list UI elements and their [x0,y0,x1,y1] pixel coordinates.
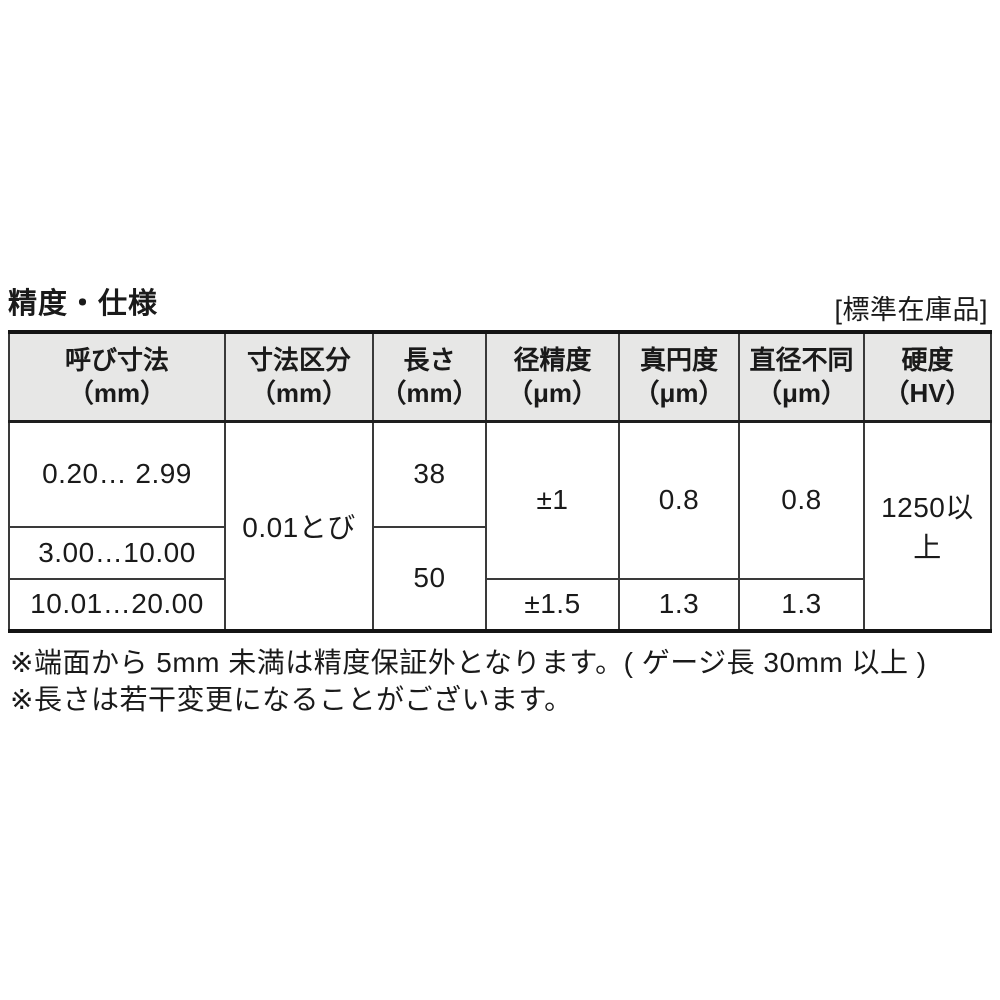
cell-diameter-variation-1: 0.8 [738,420,865,580]
header-row: 呼び寸法 （mm） 寸法区分 （mm） 長さ （mm） 径精度 （μm） 真円度 [8,331,992,423]
col-header-title: 寸法区分 [246,344,351,375]
col-header-title: 真円度 [639,344,718,375]
col-header-title: 径精度 [513,344,592,375]
col-header-title: 呼び寸法 [64,344,169,375]
col-header-diameter-accuracy: 径精度 （μm） [485,331,620,423]
col-header-roundness: 真円度 （μm） [618,331,740,423]
col-header-hardness: 硬度 （HV） [863,331,992,423]
table-row: 10.01…20.00 ±1.5 1.3 1.3 [8,577,991,632]
cell-nominal-size-3: 10.01…20.00 [8,577,226,632]
table-row: 0.20… 2.99 0.01とび 38 ±1 0.8 0.8 1250以上 [8,420,992,632]
col-header-title: 直径不同 [749,344,854,375]
spec-table: 呼び寸法 （mm） 寸法区分 （mm） 長さ （mm） 径精度 （μm） 真円度 [8,330,992,633]
col-header-unit: （mm） [67,378,167,408]
page-title: 精度・仕様 [8,288,159,320]
cell-hardness: 1250以上 [863,420,992,632]
cell-diameter-variation-2: 1.3 [738,577,865,632]
cell-roundness-2: 1.3 [618,577,740,632]
col-header-unit: （mm） [249,378,349,408]
col-header-unit: （μm） [755,378,848,408]
footnote-accuracy-guarantee: ※端面から 5mm 未満は精度保証外となります。( ゲージ長 30mm 以上 ) [10,647,927,678]
col-header-title: 硬度 [901,344,954,375]
cell-diameter-accuracy-2: ±1.5 [485,577,620,632]
col-header-length: 長さ （mm） [372,331,487,423]
cell-roundness-1: 0.8 [618,420,740,580]
footnote-length-change: ※長さは若干変更になることがございます。 [10,684,573,715]
col-header-unit: （HV） [883,378,972,408]
col-header-unit: （mm） [380,378,479,408]
col-header-unit: （μm） [506,378,599,408]
cell-length-50: 50 [372,525,487,632]
cell-nominal-size-1: 0.20… 2.99 [8,420,226,528]
cell-nominal-size-2: 3.00…10.00 [8,525,226,580]
col-header-nominal-size: 呼び寸法 （mm） [8,331,226,423]
col-header-unit: （μm） [633,378,725,408]
cell-size-increment: 0.01とび [224,420,374,632]
stock-status-label: [標準在庫品] [834,295,988,325]
col-header-diameter-variation: 直径不同 （μm） [738,331,865,423]
cell-diameter-accuracy-1: ±1 [485,420,620,580]
col-header-title: 長さ [403,344,456,375]
footnotes: ※端面から 5mm 未満は精度保証外となります。( ゲージ長 30mm 以上 )… [10,644,927,718]
table-row: 3.00…10.00 50 [8,525,991,632]
col-header-size-increment: 寸法区分 （mm） [224,331,374,423]
cell-length-38: 38 [372,420,487,528]
